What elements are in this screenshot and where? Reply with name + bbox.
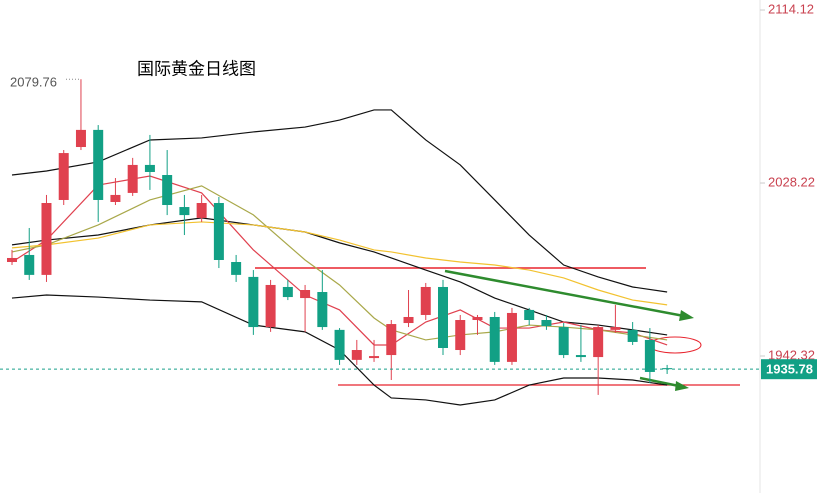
candle-body: [506, 312, 517, 362]
indicator-line: [11, 185, 668, 341]
candle-body: [489, 316, 500, 362]
candle-body: [231, 262, 242, 275]
candle-body: [265, 284, 276, 328]
candle-body: [420, 286, 431, 315]
candle-body: [7, 257, 17, 263]
indicator-line: [11, 294, 668, 406]
candle-body: [524, 309, 535, 321]
last-price-box: [761, 359, 817, 380]
last-price-label: 1935.78: [766, 362, 813, 377]
candle-body: [472, 316, 483, 321]
candle-body: [351, 350, 362, 360]
candle-body: [662, 368, 673, 370]
candle-body: [541, 320, 552, 327]
candle-body: [110, 194, 121, 202]
candle-body: [575, 355, 586, 358]
candle-body: [248, 276, 259, 328]
candle-body: [558, 327, 569, 356]
y-tick-label: 2028.22: [768, 174, 815, 189]
candle-body: [127, 164, 138, 193]
candle-body: [317, 292, 328, 328]
trend-arrow: [444, 269, 685, 318]
candle-body: [179, 207, 190, 216]
candle-body: [75, 129, 86, 148]
candle-body: [334, 329, 345, 360]
arrow-head: [675, 381, 689, 391]
arrow-head: [679, 310, 694, 321]
candle-body: [644, 339, 655, 372]
indicator-line: [11, 175, 668, 346]
high-label: 2079.76: [10, 75, 57, 90]
chart-title: 国际黄金日线图: [137, 59, 256, 78]
candle-body: [300, 290, 311, 299]
candle-body: [593, 327, 604, 358]
candle-body: [403, 316, 414, 324]
candle-body: [196, 203, 207, 218]
y-tick-label: 2114.12: [768, 1, 814, 16]
indicator-line: [11, 109, 668, 293]
candle-body: [610, 327, 621, 330]
candle-body: [144, 164, 155, 172]
highlight-ellipse: [648, 336, 702, 354]
candle-body: [93, 129, 104, 200]
candle-body: [162, 175, 173, 206]
y-tick-label: 1942.32: [768, 347, 815, 362]
candle-body: [455, 320, 466, 351]
candle-body: [386, 324, 397, 356]
candle-body: [282, 286, 293, 298]
candle-body: [41, 203, 52, 275]
trend-arrow: [639, 376, 680, 388]
candle-body: [24, 254, 35, 275]
candle-body: [213, 203, 224, 260]
candle-body: [369, 356, 380, 359]
indicator-line: [11, 221, 668, 306]
candle-body: [58, 153, 69, 200]
candle-body: [438, 286, 448, 348]
candle-body: [627, 329, 638, 342]
